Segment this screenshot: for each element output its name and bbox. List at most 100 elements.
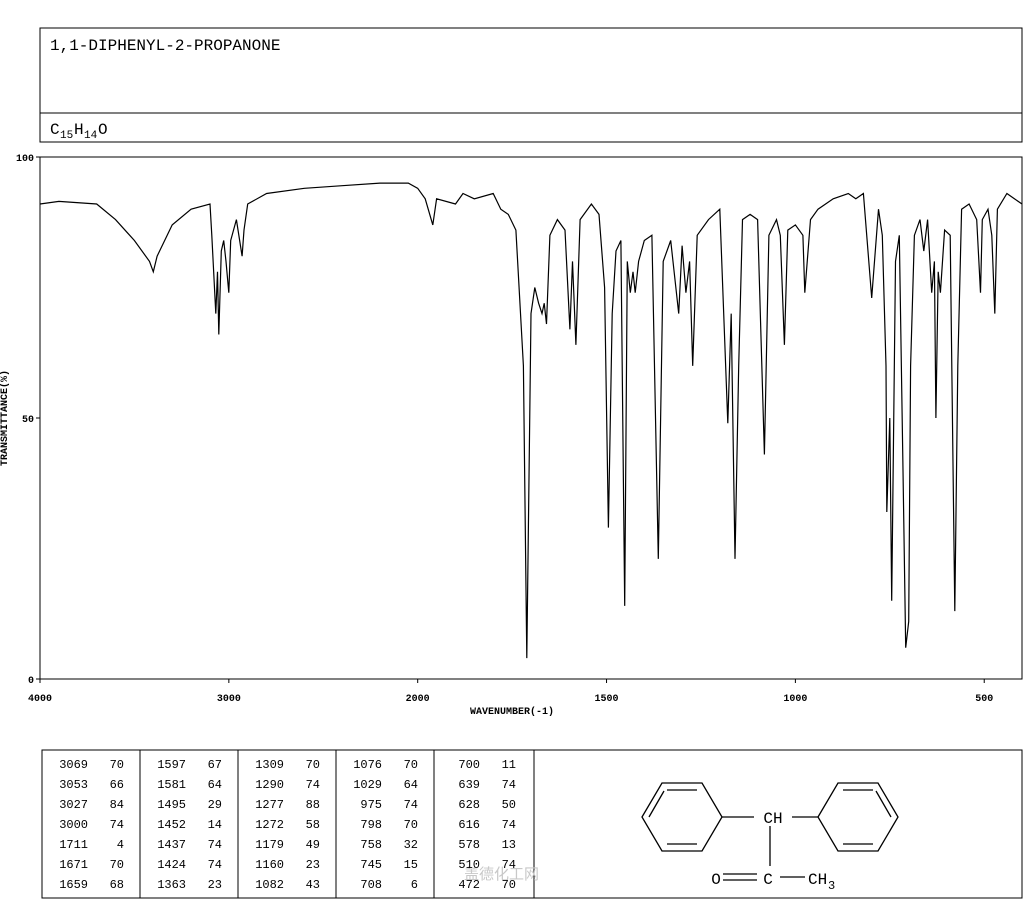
formula-subscript: 14 xyxy=(84,130,98,142)
peak-transmittance: 32 xyxy=(404,838,418,852)
atom-label: CH xyxy=(808,871,827,889)
peak-wavenumber: 745 xyxy=(360,858,382,872)
peak-transmittance: 68 xyxy=(110,878,124,892)
peak-transmittance: 70 xyxy=(404,758,418,772)
atom-subscript: 3 xyxy=(828,879,835,893)
x-axis-label: WAVENUMBER(-1) xyxy=(470,706,554,718)
y-axis-label: TRANSMITTANCE(%) xyxy=(0,370,11,466)
peak-wavenumber: 1597 xyxy=(157,758,186,772)
peak-wavenumber: 1179 xyxy=(255,838,284,852)
peak-wavenumber: 708 xyxy=(360,878,382,892)
peak-transmittance: 88 xyxy=(306,798,320,812)
structure-drawing xyxy=(641,782,899,881)
peak-wavenumber: 1290 xyxy=(255,778,284,792)
peak-transmittance: 4 xyxy=(117,838,124,852)
phenyl-ring xyxy=(817,782,899,852)
formula-subscript: 15 xyxy=(60,130,73,142)
peak-transmittance: 6 xyxy=(411,878,418,892)
peak-wavenumber: 639 xyxy=(458,778,480,792)
formula-element: C xyxy=(50,121,60,139)
atom-label: C xyxy=(763,871,773,889)
peak-transmittance: 67 xyxy=(208,758,222,772)
peak-wavenumber: 1076 xyxy=(353,758,382,772)
peak-wavenumber: 3027 xyxy=(59,798,88,812)
peak-transmittance: 74 xyxy=(110,818,124,832)
peak-transmittance: 15 xyxy=(404,858,418,872)
peak-table-box xyxy=(41,749,1023,899)
x-tick-label: 2000 xyxy=(406,694,430,705)
peak-transmittance: 70 xyxy=(110,858,124,872)
atom-label: O xyxy=(711,871,721,889)
peak-transmittance: 50 xyxy=(502,798,516,812)
x-tick-label: 1500 xyxy=(595,694,619,705)
peak-wavenumber: 510 xyxy=(458,858,480,872)
peak-transmittance: 74 xyxy=(404,798,418,812)
peak-wavenumber: 1437 xyxy=(157,838,186,852)
atom-label: CH xyxy=(763,810,782,828)
formula-box xyxy=(39,112,1023,143)
peak-wavenumber: 1160 xyxy=(255,858,284,872)
peak-transmittance: 43 xyxy=(306,878,320,892)
formula-element: H xyxy=(74,121,84,139)
peak-wavenumber: 1363 xyxy=(157,878,186,892)
plot-frame xyxy=(39,156,1023,680)
y-tick-label: 100 xyxy=(16,154,34,165)
watermark: 盖德化工网 xyxy=(464,865,539,884)
peak-wavenumber: 1082 xyxy=(255,878,284,892)
x-tick-label: 1000 xyxy=(783,694,807,705)
peak-transmittance: 70 xyxy=(502,878,516,892)
peak-wavenumber: 975 xyxy=(360,798,382,812)
formula-element: O xyxy=(98,121,108,139)
table-dividers xyxy=(139,750,535,898)
peak-transmittance: 70 xyxy=(306,758,320,772)
peak-transmittance: 23 xyxy=(306,858,320,872)
y-tick-label: 50 xyxy=(22,415,34,426)
peak-transmittance: 64 xyxy=(404,778,418,792)
peak-transmittance: 58 xyxy=(306,818,320,832)
peak-wavenumber: 1495 xyxy=(157,798,186,812)
peak-wavenumber: 1581 xyxy=(157,778,186,792)
peak-wavenumber: 578 xyxy=(458,838,480,852)
peak-transmittance: 64 xyxy=(208,778,222,792)
phenyl-ring xyxy=(641,782,723,852)
compound-title: 1,1-DIPHENYL-2-PROPANONE xyxy=(50,37,280,55)
peak-transmittance: 74 xyxy=(502,778,516,792)
peak-wavenumber: 1424 xyxy=(157,858,186,872)
peak-wavenumber: 700 xyxy=(458,758,480,772)
peak-transmittance: 70 xyxy=(110,758,124,772)
peak-transmittance: 74 xyxy=(502,858,516,872)
peak-wavenumber: 3069 xyxy=(59,758,88,772)
peak-wavenumber: 3053 xyxy=(59,778,88,792)
peak-transmittance: 74 xyxy=(208,858,222,872)
peak-wavenumber: 1309 xyxy=(255,758,284,772)
peak-wavenumber: 758 xyxy=(360,838,382,852)
peak-transmittance: 74 xyxy=(208,838,222,852)
peak-wavenumber: 1272 xyxy=(255,818,284,832)
formula: C 15 H 14 O xyxy=(50,121,108,142)
peak-wavenumber: 1452 xyxy=(157,818,186,832)
peak-transmittance: 74 xyxy=(502,818,516,832)
x-tick-label: 4000 xyxy=(28,694,52,705)
x-tick-label: 500 xyxy=(975,694,993,705)
spectrum-line xyxy=(39,182,1023,659)
peak-wavenumber: 1671 xyxy=(59,858,88,872)
peak-transmittance: 29 xyxy=(208,798,222,812)
peak-wavenumber: 1277 xyxy=(255,798,284,812)
x-tick-label: 3000 xyxy=(217,694,241,705)
peak-wavenumber: 1659 xyxy=(59,878,88,892)
peak-transmittance: 14 xyxy=(208,818,222,832)
peak-wavenumber: 1029 xyxy=(353,778,382,792)
peak-wavenumber: 1711 xyxy=(59,838,88,852)
ring-bond xyxy=(875,790,892,818)
peak-transmittance: 13 xyxy=(502,838,516,852)
peak-wavenumber: 3000 xyxy=(59,818,88,832)
peak-transmittance: 49 xyxy=(306,838,320,852)
peak-transmittance: 23 xyxy=(208,878,222,892)
peak-wavenumber: 616 xyxy=(458,818,480,832)
y-tick-label: 0 xyxy=(28,676,34,687)
peak-wavenumber: 798 xyxy=(360,818,382,832)
peak-wavenumber: 628 xyxy=(458,798,480,812)
peak-transmittance: 66 xyxy=(110,778,124,792)
